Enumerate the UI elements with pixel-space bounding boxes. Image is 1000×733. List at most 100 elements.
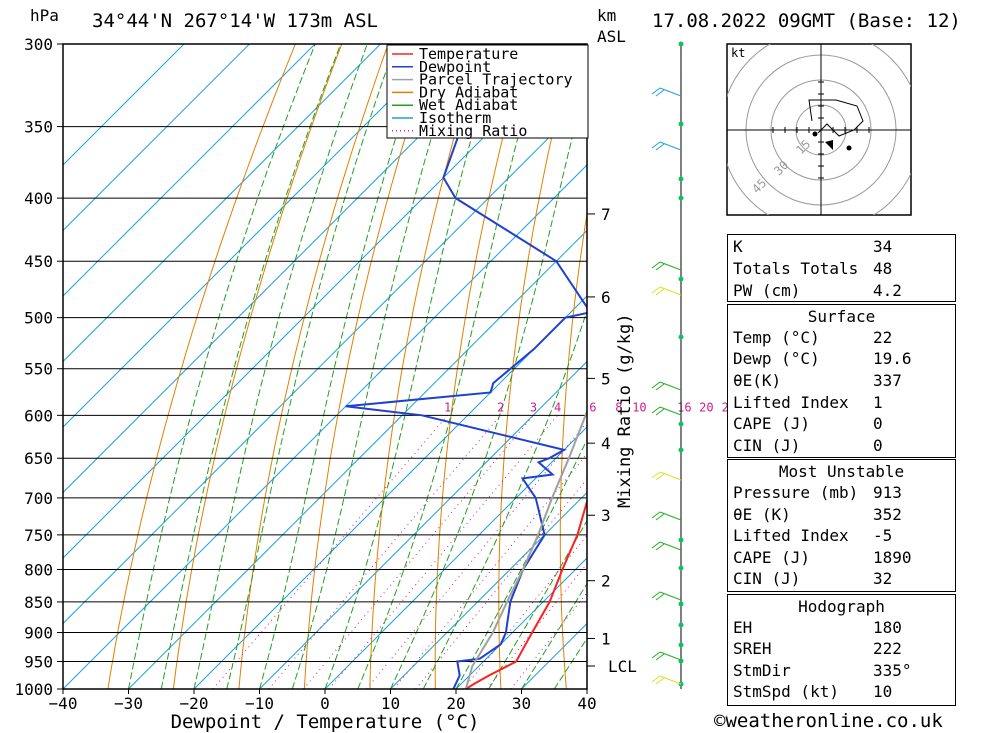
- height-tick-label: 7: [601, 205, 611, 224]
- isotherm-line: [63, 44, 578, 559]
- isotherm-line: [128, 229, 587, 689]
- height-tick-label: 1: [601, 629, 611, 648]
- height-tick-label: 4: [601, 434, 611, 453]
- y-tick-label: 500: [24, 309, 53, 328]
- height-tick-label: 5: [601, 369, 611, 388]
- x-tick-label: −10: [245, 694, 274, 713]
- hodograph-params-panel: Hodograph EH 180 SREH 222 StmDir 335° StmSp…: [727, 594, 956, 706]
- y-tick-label: 850: [24, 593, 53, 612]
- mu-row: θE (K) 352: [733, 505, 902, 524]
- isotherm-line: [63, 44, 447, 428]
- legend-label: Parcel Trajectory: [419, 71, 573, 89]
- legend-label: Dewpoint: [419, 58, 491, 76]
- x-tick-label: 20: [446, 694, 465, 713]
- km-label: km: [597, 6, 617, 25]
- x-tick-label: 10: [381, 694, 400, 713]
- isotherm-line: [63, 44, 250, 232]
- wind-barb: [651, 541, 682, 551]
- datetime-title: 17.08.2022 09GMT (Base: 12): [652, 10, 961, 32]
- wind-barb: [651, 511, 682, 521]
- y-tick-label: 600: [24, 406, 53, 425]
- temperature-line: [465, 498, 587, 689]
- mixing-ratio-label: 20: [699, 400, 713, 414]
- x-tick-label: −20: [180, 694, 209, 713]
- hodo-row: EH 180: [733, 618, 902, 637]
- wind-barb: [651, 471, 682, 481]
- surface-panel: Surface Temp (°C) 22 Dewp (°C) 19.6 θE(K) 3…: [727, 304, 956, 458]
- wind-level-dot: [678, 121, 684, 127]
- wind-level-dot: [678, 176, 684, 182]
- wind-level-dot: [678, 642, 684, 648]
- copyright: ©weatheronline.co.uk: [714, 710, 943, 732]
- x-tick-label: −40: [49, 694, 78, 713]
- mixing-ratio-line: [393, 453, 587, 689]
- wet-adiabat-line: [193, 44, 368, 689]
- dry-adiabat-line: [303, 44, 436, 689]
- dry-adiabat-line: [172, 44, 343, 689]
- wet-adiabat-line: [226, 44, 397, 689]
- wind-level-dot: [678, 276, 684, 282]
- wind-level-dot: [678, 421, 684, 427]
- wind-barb: [651, 261, 682, 271]
- wind-barb: [651, 406, 682, 416]
- y-tick-label: 450: [24, 252, 53, 271]
- surface-row: CIN (J) 0: [733, 436, 883, 455]
- y-tick-label: 650: [24, 449, 53, 468]
- wind-level-dot: [678, 447, 684, 453]
- mixing-ratio-line: [486, 562, 587, 689]
- most-unstable-title: Most Unstable: [778, 462, 905, 481]
- data-series: [345, 44, 587, 689]
- mu-row: Lifted Index -5: [733, 526, 893, 545]
- y-tick-label: 900: [24, 624, 53, 643]
- legend-label: Wet Adiabat: [419, 96, 518, 114]
- mu-row: CIN (J) 32: [733, 569, 893, 588]
- wind-level-dot: [678, 41, 684, 47]
- mixing-ratio-label: 16: [677, 400, 691, 414]
- hodograph-trace: [808, 99, 864, 137]
- most-unstable-panel: Most Unstable Pressure (mb) 913 θE (K) 352…: [727, 459, 956, 592]
- hodo-row: StmSpd (kt) 10: [733, 682, 893, 701]
- location-title: 34°44'N 267°14'W 173m ASL: [92, 10, 378, 32]
- hodograph-point: [846, 145, 852, 151]
- indices-panel: K 34 Totals Totals 48 PW (cm) 4.2: [727, 234, 956, 302]
- storm-motion-arrow: [825, 140, 833, 150]
- wind-profile: [651, 41, 684, 689]
- legend-label: Dry Adiabat: [419, 83, 518, 101]
- mixing-ratio-line: [268, 414, 502, 689]
- mixing-ratio-label: 3: [530, 400, 537, 414]
- parcel-trajectory-line: [464, 408, 587, 689]
- legend-label: Isotherm: [419, 109, 491, 127]
- wind-barb: [651, 141, 682, 151]
- dry-adiabat-line: [107, 44, 296, 689]
- isotherm-line: [63, 44, 512, 494]
- pressure-unit-label: hPa: [30, 6, 59, 25]
- wind-barb: [651, 675, 682, 685]
- x-axis-title: Dewpoint / Temperature (°C): [171, 711, 480, 733]
- height-tick-label: 2: [601, 572, 611, 591]
- isotherm-line: [259, 360, 587, 689]
- wind-barb: [651, 591, 682, 601]
- isotherm-line: [63, 44, 381, 363]
- wind-level-dot: [678, 334, 684, 340]
- surface-row: Temp (°C) 22: [733, 328, 893, 347]
- hodograph-units-label: kt: [731, 46, 745, 60]
- dry-adiabat-line: [991, 37, 1000, 689]
- mu-row: CAPE (J) 1890: [733, 548, 912, 567]
- y-tick-label: 950: [24, 653, 53, 672]
- index-row-totals: Totals Totals 48: [733, 259, 893, 278]
- height-tick-label: 6: [601, 288, 611, 307]
- legend-box: [386, 44, 589, 139]
- hodograph-point: [812, 131, 818, 137]
- mixing-ratio-label: 4: [554, 400, 561, 414]
- height-tick-label: 3: [601, 506, 611, 525]
- surface-row: θE(K) 337: [733, 371, 902, 390]
- height-tick-label: LCL: [608, 657, 637, 676]
- x-tick-label: 0: [320, 694, 330, 713]
- wet-adiabat-line: [128, 44, 316, 689]
- mu-row: Pressure (mb) 913: [733, 483, 902, 502]
- wind-barb: [651, 651, 682, 661]
- dry-adiabat-line: [498, 44, 575, 689]
- wind-level-dot: [678, 195, 684, 201]
- wet-adiabat-line: [455, 438, 587, 689]
